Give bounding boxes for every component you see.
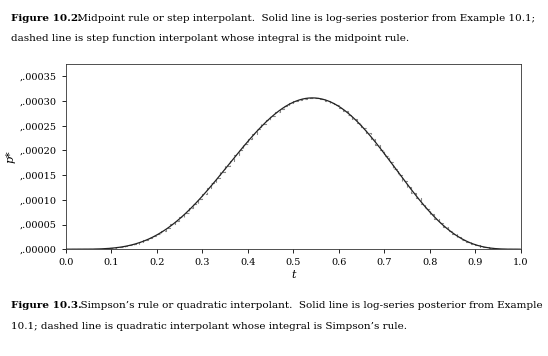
Text: Figure 10.3.: Figure 10.3. [11, 301, 82, 310]
Text: 10.1; dashed line is quadratic interpolant whose integral is Simpson’s rule.: 10.1; dashed line is quadratic interpola… [11, 322, 407, 331]
Text: Figure 10.2.: Figure 10.2. [11, 14, 82, 23]
Y-axis label: p*: p* [5, 150, 15, 163]
X-axis label: t: t [291, 270, 295, 280]
Text: Midpoint rule or step interpolant.  Solid line is log-series posterior from Exam: Midpoint rule or step interpolant. Solid… [74, 14, 535, 23]
Text: dashed line is step function interpolant whose integral is the midpoint rule.: dashed line is step function interpolant… [11, 34, 409, 43]
Text: Simpson’s rule or quadratic interpolant.  Solid line is log-series posterior fro: Simpson’s rule or quadratic interpolant.… [74, 301, 543, 310]
